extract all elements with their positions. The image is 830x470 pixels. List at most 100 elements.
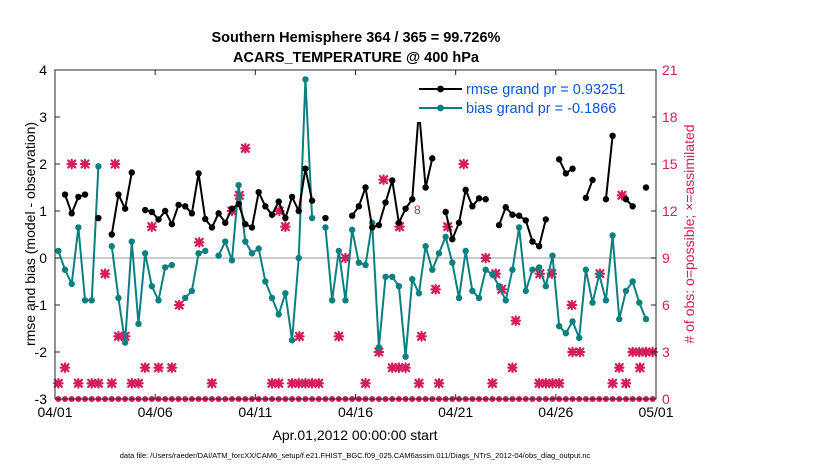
rmse-point xyxy=(462,186,469,194)
rmse-point xyxy=(475,195,483,202)
bias-point xyxy=(275,311,282,318)
obs-assimilated-marker xyxy=(113,331,124,342)
bias-point xyxy=(168,261,176,269)
rmse-point xyxy=(322,214,329,222)
obs-assimilated-marker xyxy=(620,378,632,389)
bias-point xyxy=(288,337,296,344)
x-tick-label: 04/11 xyxy=(238,404,272,420)
bias-point xyxy=(442,233,449,241)
obs-assimilated-marker xyxy=(293,378,305,389)
rmse-point xyxy=(622,196,630,203)
bias-point xyxy=(161,264,169,271)
right-tick-label: 21 xyxy=(662,62,678,78)
obs-assimilated-marker xyxy=(99,268,111,279)
bias-point xyxy=(188,287,196,295)
obs-assimilated-marker xyxy=(634,362,646,373)
rmse-point xyxy=(208,224,216,231)
bias-point xyxy=(262,278,269,285)
bias-point xyxy=(202,247,209,255)
rmse-point xyxy=(148,208,156,216)
left-tick-label: -3 xyxy=(35,391,48,407)
rmse-point xyxy=(255,189,262,196)
obs-assimilated-marker xyxy=(93,378,104,389)
bias-point xyxy=(342,297,349,304)
bias-point xyxy=(148,283,156,290)
obs-assimilated-marker xyxy=(640,346,652,358)
right-tick-label: 18 xyxy=(662,109,678,125)
bias-point xyxy=(322,224,329,231)
rmse-point xyxy=(75,193,82,201)
right-tick-label: 3 xyxy=(662,344,670,360)
rmse-point xyxy=(235,200,242,208)
obs-assimilated-marker xyxy=(507,362,518,373)
x-tick-label: 04/06 xyxy=(138,404,173,420)
obs-assimilated-marker xyxy=(73,378,84,389)
rmse-point xyxy=(108,231,115,238)
bias-point xyxy=(255,245,262,252)
obs-assimilated-marker xyxy=(133,378,144,389)
rmse-point xyxy=(389,177,396,184)
left-axis: -3 -2 -1 0 1 2 3 4 xyxy=(35,62,60,407)
obs-assimilated-marker xyxy=(496,284,508,295)
rmse-point xyxy=(228,205,236,212)
rmse-point xyxy=(161,207,169,215)
x-axis-label: Apr.01,2012 00:00:00 start xyxy=(272,427,437,443)
bias-point xyxy=(522,287,529,295)
x-tick-label: 04/16 xyxy=(338,404,373,420)
bias-point xyxy=(282,290,289,297)
obs-assimilated-marker xyxy=(458,158,469,170)
rmse-point xyxy=(402,205,409,212)
rmse-point xyxy=(115,191,122,198)
rmse-point xyxy=(168,220,176,228)
obs-assimilated-marker xyxy=(333,331,345,342)
x-tick-label: 05/01 xyxy=(638,404,673,420)
bias-point xyxy=(502,297,509,304)
x-tick-label: 04/21 xyxy=(438,404,473,420)
x-axis: 04/01 04/06 04/11 04/16 04/21 04/26 05/01 xyxy=(37,70,674,420)
right-tick-label: 6 xyxy=(662,297,670,313)
y-axis-label-right: # of obs: o=possible; ×=assimilated xyxy=(681,124,697,343)
bias-point xyxy=(362,261,369,269)
right-axis: 0 3 6 9 12 15 18 21 xyxy=(651,62,678,407)
x-tick-label: 04/26 xyxy=(538,404,573,420)
bias-point xyxy=(389,273,396,280)
y-axis-label-left: rmse and bias (model - observation) xyxy=(22,122,38,346)
left-tick-label: 1 xyxy=(39,203,47,219)
bias-point xyxy=(509,266,516,273)
rmse-point xyxy=(495,221,503,229)
legend-rmse-label: rmse grand pr = 0.93251 xyxy=(466,82,625,98)
footer-datafile: data file: /Users/raeder/DAI/ATM_forcXX/… xyxy=(120,451,591,460)
bias-point xyxy=(75,224,82,231)
rmse-point xyxy=(455,219,463,226)
bias-point xyxy=(555,322,563,330)
obs-assimilated-marker xyxy=(627,346,638,358)
bias-point xyxy=(415,290,423,297)
rmse-point xyxy=(395,219,403,226)
bias-point xyxy=(155,297,162,304)
legend-bias-marker xyxy=(437,104,444,112)
bias-point xyxy=(589,299,596,306)
bias-point xyxy=(182,294,189,302)
rmse-point xyxy=(542,216,550,223)
bias-point xyxy=(108,243,115,250)
rmse-point xyxy=(515,212,523,219)
rmse-point xyxy=(268,211,276,218)
rmse-point xyxy=(362,184,369,191)
bias-point xyxy=(115,294,122,302)
plot-area xyxy=(55,70,656,399)
bias-point xyxy=(328,297,336,304)
obs-assimilated-marker xyxy=(206,378,218,389)
rmse-point xyxy=(242,220,249,228)
bias-point xyxy=(55,247,62,255)
obs-assimilated-marker xyxy=(613,362,625,373)
bias-series xyxy=(55,76,650,360)
obs-assimilated-marker xyxy=(373,346,385,358)
obs-assimilated-marker xyxy=(273,378,285,389)
rmse-point xyxy=(469,203,476,210)
bias-point xyxy=(622,287,630,295)
legend-rmse-marker xyxy=(437,85,444,93)
right-tick-label: 9 xyxy=(662,250,670,266)
bias-point xyxy=(248,250,256,257)
obs-assimilated-marker xyxy=(59,362,71,373)
rmse-point xyxy=(282,214,289,222)
